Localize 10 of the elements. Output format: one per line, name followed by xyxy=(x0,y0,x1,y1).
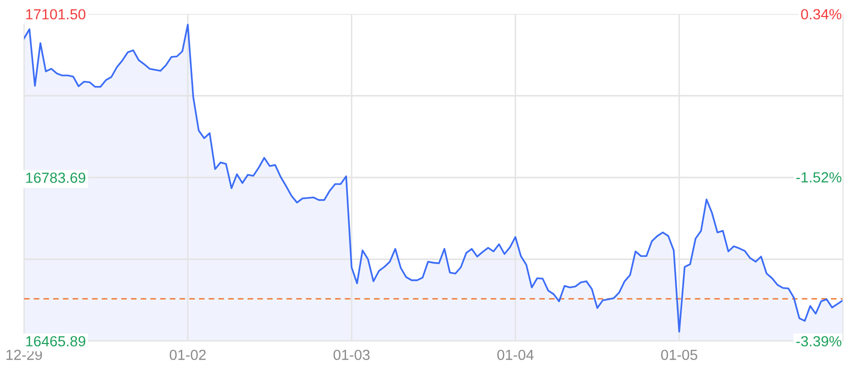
y2-tick-label: -1.52% xyxy=(796,172,842,182)
x-tick-label: 01-03 xyxy=(334,350,370,360)
y2-tick-label: -3.39% xyxy=(796,336,842,346)
x-tick-label: 01-05 xyxy=(661,350,698,360)
y-tick-label: 16465.89 xyxy=(26,336,86,346)
y-tick-label: 17101.50 xyxy=(26,9,86,20)
x-tick-label: 01-04 xyxy=(497,350,534,360)
x-tick-label: 01-02 xyxy=(170,350,206,360)
y-tick-label: 16783.69 xyxy=(26,172,86,183)
y2-tick-label: 0.34% xyxy=(801,9,842,20)
